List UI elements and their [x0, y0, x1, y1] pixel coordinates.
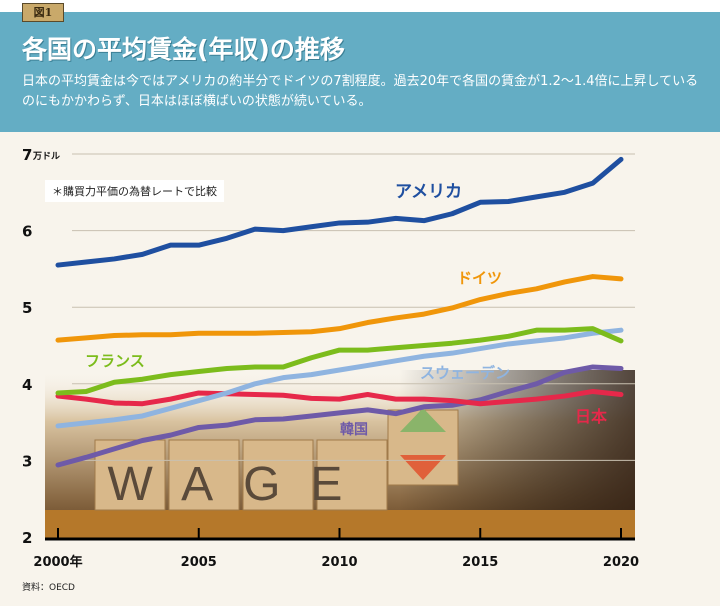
y-tick-label: 2: [22, 529, 32, 547]
series-label: スウェーデン: [420, 364, 510, 382]
series-label: アメリカ: [395, 182, 462, 202]
page-title: 各国の平均賃金(年収)の推移: [22, 35, 345, 64]
y-tick-label: 6: [22, 223, 32, 241]
background-photo: WAGE: [45, 370, 635, 540]
series-label: 韓国: [340, 421, 368, 438]
x-tick-label: 2000年: [33, 554, 82, 570]
y-tick-label: 7: [22, 146, 32, 164]
series-label: 日本: [575, 407, 607, 426]
y-axis-unit: 万ドル: [32, 151, 60, 162]
figure-badge: 図1: [22, 3, 64, 22]
series-line-0: [55, 156, 624, 268]
description: 日本の平均賃金は今ではアメリカの約半分でドイツの7割程度。過去20年で各国の賃金…: [22, 74, 699, 109]
y-tick-label: 4: [22, 376, 32, 394]
y-tick-label: 3: [22, 452, 32, 470]
series-label: ドイツ: [457, 269, 502, 287]
x-tick-label: 2005: [181, 555, 217, 570]
note: ＊購買力平価の為替レートで比較: [45, 180, 224, 202]
source: 資料：OECD: [22, 583, 75, 593]
x-tick-label: 2010: [321, 555, 357, 570]
x-tick-label: 2015: [462, 555, 498, 570]
y-tick-label: 5: [22, 299, 32, 317]
series-label: フランス: [85, 352, 145, 370]
photo-wage-text: WAGE: [108, 458, 373, 511]
x-tick-label: 2020: [603, 555, 639, 570]
header: [0, 12, 720, 132]
